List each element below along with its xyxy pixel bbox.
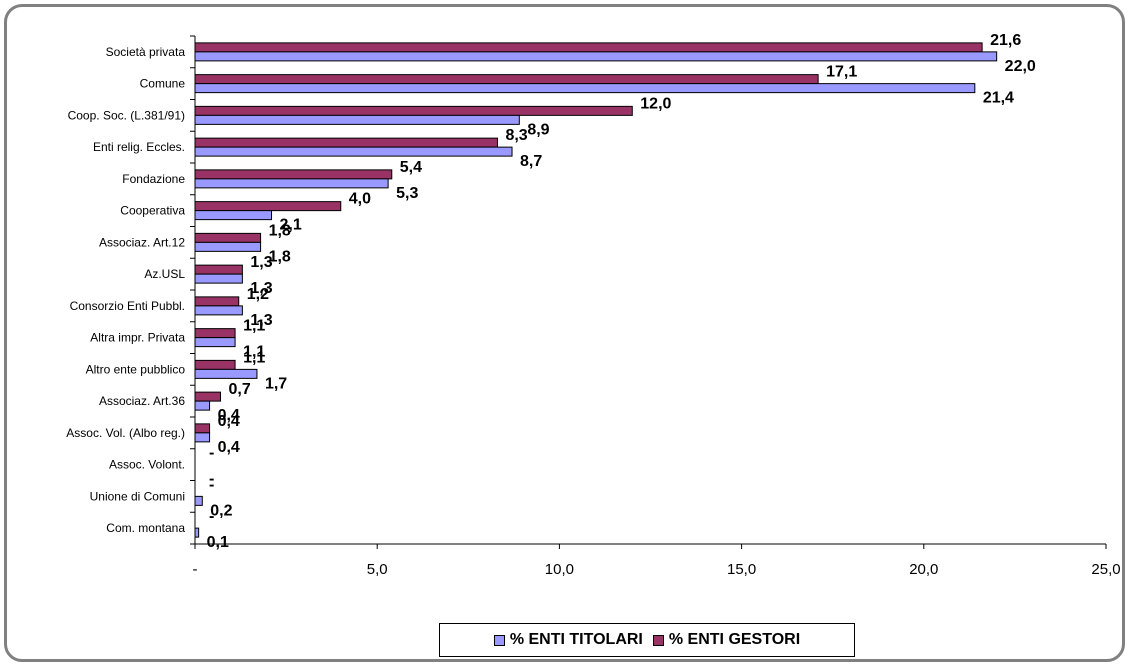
bar-gestori-comune <box>194 74 819 85</box>
bar-titolari-associaz-art-12 <box>194 241 262 252</box>
data-label-titolari-cooperativa: 2,1 <box>280 217 302 234</box>
data-label-gestori-associaz-art-36: 0,7 <box>229 381 251 398</box>
x-tick-label: 10,0 <box>545 561 574 578</box>
bar-titolari-altra-impr-privata <box>194 337 236 348</box>
data-label-gestori-consorzio-enti-pubbl: 1,2 <box>247 286 269 303</box>
data-label-titolari-comune: 21,4 <box>983 90 1014 107</box>
data-label-titolari-associaz-art-36: 0,4 <box>218 407 240 424</box>
data-label-gestori-unione-di-comuni: - <box>209 476 214 493</box>
bar-gestori-societ-privata <box>194 42 983 53</box>
data-label-gestori-comune: 17,1 <box>826 64 857 81</box>
data-label-gestori-coop-soc-l-381-91: 12,0 <box>640 95 671 112</box>
bar-titolari-enti-relig-eccles <box>194 146 513 157</box>
bar-titolari-unione-di-comuni <box>194 495 203 506</box>
category-label-altra-impr-privata: Altra impr. Privata <box>90 331 185 345</box>
bar-titolari-cooperativa <box>194 210 273 221</box>
category-label-comune: Comune <box>140 77 186 91</box>
data-label-titolari-com-montana: 0,1 <box>207 534 229 551</box>
category-label-com-montana: Com. montana <box>106 521 185 535</box>
category-label-assoc-vol-albo-reg: Assoc. Vol. (Albo reg.) <box>66 426 185 440</box>
bar-titolari-consorzio-enti-pubbl <box>194 305 243 316</box>
x-tick-label: 20,0 <box>909 561 938 578</box>
bar-titolari-comune <box>194 83 976 94</box>
legend-label-titolari: % ENTI TITOLARI <box>509 631 643 648</box>
data-label-titolari-coop-soc-l-381-91: 8,9 <box>527 121 549 138</box>
data-label-gestori-assoc-vol-albo-reg: 0,4 <box>218 413 240 430</box>
labels-layer: Società privata 21,6 22,0 Comune 17,1 21,4 Coo… <box>66 32 1120 578</box>
x-tick-label: 15,0 <box>727 561 756 578</box>
category-label-consorzio-enti-pubbl: Consorzio Enti Pubbl. <box>70 299 185 313</box>
x-tick-label: - <box>193 561 198 578</box>
data-label-titolari-fondazione: 5,3 <box>396 185 418 202</box>
bar-gestori-assoc-vol-albo-reg <box>194 423 211 434</box>
legend-item-titolari: % ENTI TITOLARI <box>493 631 643 649</box>
data-label-gestori-enti-relig-eccles: 8,3 <box>505 127 527 144</box>
legend-item-gestori: % ENTI GESTORI <box>652 631 801 649</box>
bar-gestori-consorzio-enti-pubbl <box>194 296 240 307</box>
legend-swatch-gestori <box>652 634 664 646</box>
x-tick-label: 25,0 <box>1091 561 1120 578</box>
bar-titolari-associaz-art-36 <box>194 400 211 411</box>
bar-gestori-associaz-art-12 <box>194 232 262 243</box>
data-label-titolari-az-usl: 1,3 <box>250 280 272 297</box>
bar-gestori-associaz-art-36 <box>194 391 222 402</box>
bar-gestori-coop-soc-l-381-91 <box>194 105 633 116</box>
data-label-gestori-fondazione: 5,4 <box>400 159 422 176</box>
category-label-associaz-art-12: Associaz. Art.12 <box>99 235 185 249</box>
data-label-gestori-altro-ente-pubblico: 1,1 <box>243 349 265 366</box>
data-label-titolari-unione-di-comuni: 0,2 <box>210 502 232 519</box>
axis-layer <box>190 35 1107 549</box>
category-label-enti-relig-eccles: Enti relig. Eccles. <box>93 140 185 154</box>
bar-gestori-altra-impr-privata <box>194 328 236 339</box>
data-label-gestori-societ-privata: 21,6 <box>990 32 1021 49</box>
data-label-titolari-assoc-vol-albo-reg: 0,4 <box>218 439 240 456</box>
data-label-titolari-assoc-volont: - <box>209 471 214 488</box>
bar-titolari-coop-soc-l-381-91 <box>194 114 520 125</box>
category-label-az-usl: Az.USL <box>144 267 185 281</box>
bar-titolari-az-usl <box>194 273 243 284</box>
bar-gestori-cooperativa <box>194 201 342 212</box>
data-label-gestori-associaz-art-12: 1,8 <box>269 222 291 239</box>
data-label-gestori-assoc-volont: - <box>209 445 214 462</box>
category-label-assoc-volont: Assoc. Volont. <box>109 458 185 472</box>
bar-gestori-altro-ente-pubblico <box>194 359 236 370</box>
data-label-titolari-societ-privata: 22,0 <box>1005 58 1036 75</box>
legend: % ENTI TITOLARI % ENTI GESTORI <box>439 623 855 657</box>
data-label-gestori-altra-impr-privata: 1,1 <box>243 318 265 335</box>
x-tick-label: 5,0 <box>367 561 388 578</box>
bar-gestori-az-usl <box>194 264 243 275</box>
category-label-coop-soc-l-381-91: Coop. Soc. (L.381/91) <box>68 108 185 122</box>
data-label-titolari-consorzio-enti-pubbl: 1,3 <box>250 312 272 329</box>
data-label-titolari-associaz-art-12: 1,8 <box>269 248 291 265</box>
legend-label-gestori: % ENTI GESTORI <box>668 631 801 648</box>
bar-titolari-assoc-vol-albo-reg <box>194 432 211 443</box>
bar-titolari-fondazione <box>194 178 389 189</box>
category-label-associaz-art-36: Associaz. Art.36 <box>99 394 185 408</box>
data-label-titolari-enti-relig-eccles: 8,7 <box>520 153 542 170</box>
category-label-altro-ente-pubblico: Altro ente pubblico <box>86 362 186 376</box>
bar-titolari-societ-privata <box>194 51 998 62</box>
data-label-titolari-altro-ente-pubblico: 1,7 <box>265 375 287 392</box>
data-label-titolari-altra-impr-privata: 1,1 <box>243 344 265 361</box>
data-label-gestori-cooperativa: 4,0 <box>349 191 371 208</box>
bar-titolari-altro-ente-pubblico <box>194 368 258 379</box>
category-label-fondazione: Fondazione <box>122 172 185 186</box>
data-label-gestori-com-montana: - <box>209 508 214 525</box>
category-label-unione-di-comuni: Unione di Comuni <box>90 489 185 503</box>
legend-swatch-titolari <box>493 634 505 646</box>
bar-gestori-fondazione <box>194 169 393 180</box>
bar-titolari-com-montana <box>194 527 200 538</box>
bar-gestori-enti-relig-eccles <box>194 137 498 148</box>
category-label-cooperativa: Cooperativa <box>120 204 185 218</box>
data-label-gestori-az-usl: 1,3 <box>250 254 272 271</box>
bars-layer <box>194 42 998 538</box>
category-label-societ-privata: Società privata <box>106 45 186 59</box>
